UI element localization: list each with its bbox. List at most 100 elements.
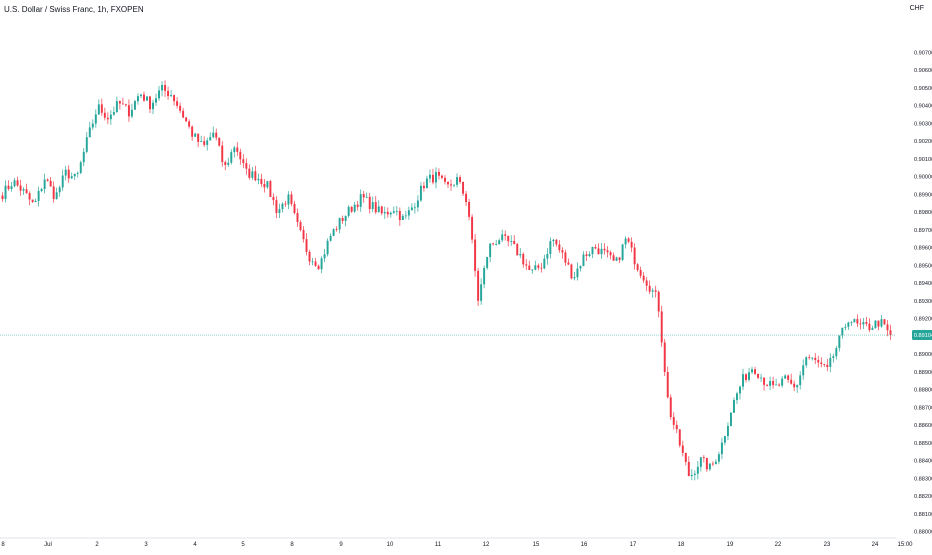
candle-body xyxy=(404,215,407,217)
candle-body xyxy=(407,210,410,216)
candle-body xyxy=(711,463,714,465)
candle-body xyxy=(684,452,687,462)
candle-body xyxy=(269,181,272,197)
candle-body xyxy=(347,206,350,216)
candle-body xyxy=(254,171,257,181)
candle-body xyxy=(735,393,738,401)
candle-body xyxy=(555,239,558,245)
y-tick-label: 0.88000 xyxy=(914,530,932,536)
x-tick-label: 12 xyxy=(483,542,490,548)
candle-body xyxy=(835,348,838,357)
candle-body xyxy=(486,257,489,268)
candle-body xyxy=(558,244,561,251)
candle-body xyxy=(582,254,585,267)
candle-body xyxy=(55,192,58,199)
candle-body xyxy=(344,215,347,222)
candle-body xyxy=(525,264,528,266)
candle-body xyxy=(383,211,386,214)
candle-body xyxy=(462,181,465,194)
candle-body xyxy=(742,374,744,387)
candle-body xyxy=(437,171,440,176)
candle-body xyxy=(197,133,200,142)
candle-body xyxy=(663,342,666,373)
candle-body xyxy=(284,203,287,205)
candle-body xyxy=(729,412,732,426)
candle-body xyxy=(669,397,672,418)
candle-body xyxy=(25,189,28,194)
candle-body xyxy=(549,241,552,254)
candle-body xyxy=(660,311,663,343)
candle-body xyxy=(796,385,799,388)
candle-body xyxy=(612,255,615,261)
candle-body xyxy=(784,375,787,379)
candle-body xyxy=(215,132,218,138)
candle-body xyxy=(723,436,726,443)
candle-body xyxy=(871,328,874,330)
candle-body xyxy=(459,177,462,182)
candle-body xyxy=(139,94,142,97)
x-tick-label: 17 xyxy=(630,542,637,548)
x-tick-label: 19 xyxy=(727,542,734,548)
candle-body xyxy=(73,173,76,177)
candle-body xyxy=(847,322,850,327)
candle-body xyxy=(109,114,112,120)
candle-body xyxy=(564,252,567,263)
candle-body xyxy=(413,207,416,209)
candle-body xyxy=(775,384,778,386)
candle-body xyxy=(185,117,188,122)
candle-body xyxy=(468,202,471,217)
candle-body xyxy=(94,114,97,124)
candle-body xyxy=(615,257,618,261)
candle-body xyxy=(450,184,452,186)
candle-body xyxy=(127,105,130,117)
candle-body xyxy=(79,162,82,173)
candle-body xyxy=(856,319,859,324)
candle-body xyxy=(308,251,311,262)
candle-body xyxy=(40,188,43,191)
candle-body xyxy=(103,112,106,118)
candle-body xyxy=(627,238,630,242)
candle-body xyxy=(302,229,305,240)
candle-body xyxy=(507,235,510,242)
candle-body xyxy=(453,184,456,186)
candle-body xyxy=(814,357,817,360)
candle-body xyxy=(34,200,37,203)
candle-body xyxy=(672,417,675,425)
candle-body xyxy=(510,241,513,242)
candle-body xyxy=(28,193,31,200)
candle-body xyxy=(690,474,693,477)
candle-body xyxy=(760,377,763,379)
candle-body xyxy=(829,357,832,368)
candle-body xyxy=(642,275,645,281)
candle-body xyxy=(552,239,555,242)
candle-body xyxy=(702,457,705,459)
candle-body xyxy=(97,104,100,115)
candle-body xyxy=(263,184,266,188)
candle-body xyxy=(221,145,224,163)
candle-body xyxy=(158,90,161,99)
candle-body xyxy=(121,103,124,105)
candle-body xyxy=(624,238,627,245)
candle-body xyxy=(356,204,359,207)
candle-body xyxy=(245,163,248,169)
candle-body xyxy=(212,132,215,138)
candle-body xyxy=(781,378,784,386)
candle-body xyxy=(161,84,164,91)
candle-body xyxy=(380,206,383,214)
candle-body xyxy=(594,246,597,249)
candle-body xyxy=(431,174,434,183)
candle-body xyxy=(636,264,639,271)
candle-body xyxy=(305,239,308,252)
